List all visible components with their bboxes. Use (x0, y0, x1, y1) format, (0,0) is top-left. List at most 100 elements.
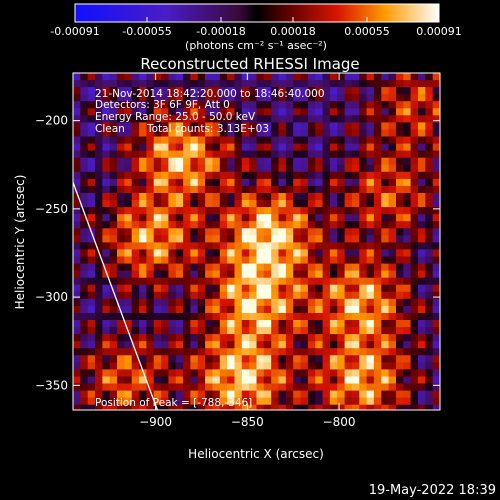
heatmap-pixel (95, 313, 103, 321)
heatmap-pixel (322, 242, 331, 251)
heatmap-pixel (403, 115, 412, 123)
heatmap-pixel (359, 73, 368, 81)
heatmap-pixel (351, 242, 360, 251)
heatmap-pixel (153, 185, 162, 194)
heatmap-pixel (95, 143, 103, 152)
heatmap-pixel (212, 277, 221, 286)
heatmap-pixel (249, 185, 258, 194)
heatmap-pixel (351, 369, 360, 378)
heatmap-pixel (388, 115, 397, 123)
heatmap-pixel (139, 101, 148, 109)
heatmap-pixel (329, 108, 338, 116)
heatmap-pixel (153, 214, 162, 222)
heatmap-pixel (410, 256, 419, 265)
heatmap-pixel (153, 122, 162, 131)
heatmap-pixel (146, 157, 155, 166)
annotation-energy-range: Energy Range: 25.0 - 50.0 keV (95, 111, 256, 123)
heatmap-pixel (263, 404, 272, 410)
heatmap-pixel (344, 221, 353, 229)
heatmap-pixel (153, 284, 162, 293)
heatmap-pixel (351, 305, 360, 314)
heatmap-pixel (432, 73, 440, 81)
heatmap-pixel (168, 291, 177, 300)
heatmap-pixel (300, 221, 309, 229)
heatmap-pixel (425, 298, 434, 307)
heatmap-pixel (80, 185, 89, 194)
heatmap-pixel (359, 136, 368, 145)
heatmap-pixel (315, 277, 324, 286)
heatmap-pixel (190, 178, 199, 187)
heatmap-pixel (227, 221, 236, 229)
heatmap-pixel (418, 178, 426, 187)
heatmap-pixel (95, 355, 103, 363)
heatmap-pixel (175, 305, 184, 314)
heatmap-pixel (418, 214, 426, 222)
heatmap-pixel (322, 277, 331, 286)
heatmap-pixel (197, 327, 206, 335)
heatmap-pixel (396, 320, 404, 328)
heatmap-pixel (87, 362, 96, 371)
heatmap-pixel (73, 235, 81, 243)
heatmap-pixel (219, 143, 228, 152)
heatmap-pixel (87, 313, 96, 321)
heatmap-pixel (410, 73, 419, 81)
heatmap-pixel (131, 108, 140, 116)
heatmap-pixel (124, 305, 133, 314)
heatmap-pixel (359, 221, 368, 229)
heatmap-pixel (153, 115, 162, 123)
heatmap-pixel (183, 122, 192, 131)
heatmap-pixel (153, 207, 162, 215)
heatmap-pixel (388, 369, 397, 378)
heatmap-pixel (351, 320, 360, 328)
heatmap-pixel (249, 157, 258, 166)
heatmap-pixel (190, 164, 199, 173)
heatmap-pixel (440, 172, 448, 180)
heatmap-pixel (293, 171, 302, 180)
heatmap-pixel (198, 412, 206, 420)
heatmap-pixel (322, 235, 331, 243)
heatmap-pixel (227, 94, 236, 102)
heatmap-pixel (205, 284, 214, 293)
heatmap-pixel (337, 348, 346, 356)
heatmap-pixel (124, 200, 133, 208)
heatmap-pixel (124, 242, 133, 251)
heatmap-pixel (359, 390, 368, 399)
heatmap-pixel (263, 73, 272, 81)
heatmap-pixel (322, 122, 331, 131)
heatmap-pixel (117, 355, 125, 363)
heatmap-pixel (300, 383, 309, 392)
heatmap-pixel (256, 73, 265, 81)
heatmap-pixel (366, 221, 375, 229)
heatmap-pixel (161, 143, 170, 152)
heatmap-pixel (322, 115, 331, 123)
heatmap-pixel (175, 221, 184, 229)
heatmap-pixel (381, 108, 390, 116)
heatmap-pixel (307, 164, 316, 173)
heatmap-pixel (271, 207, 280, 215)
heatmap-pixel (315, 291, 324, 300)
x-axis-label: Heliocentric X (arcsec) (188, 447, 324, 461)
heatmap-pixel (285, 193, 294, 201)
heatmap-pixel (307, 390, 316, 399)
heatmap-pixel (256, 256, 265, 265)
heatmap-pixel (337, 157, 346, 166)
heatmap-pixel (234, 101, 243, 109)
heatmap-pixel (175, 235, 184, 243)
heatmap-pixel (241, 115, 250, 123)
heatmap-pixel (212, 207, 221, 215)
heatmap-pixel (219, 355, 228, 363)
heatmap-pixel (322, 263, 331, 272)
heatmap-pixel (307, 362, 316, 371)
heatmap-pixel (418, 348, 426, 356)
heatmap-pixel (271, 228, 280, 236)
heatmap-pixel (396, 80, 404, 88)
heatmap-pixel (241, 94, 250, 102)
heatmap-pixel (381, 228, 390, 236)
heatmap-pixel (117, 256, 125, 265)
heatmap-pixel (410, 383, 419, 392)
heatmap-pixel (359, 256, 368, 265)
heatmap-pixel (300, 185, 309, 194)
heatmap-pixel (307, 383, 316, 392)
heatmap-pixel (381, 214, 390, 222)
heatmap-pixel (410, 171, 419, 180)
